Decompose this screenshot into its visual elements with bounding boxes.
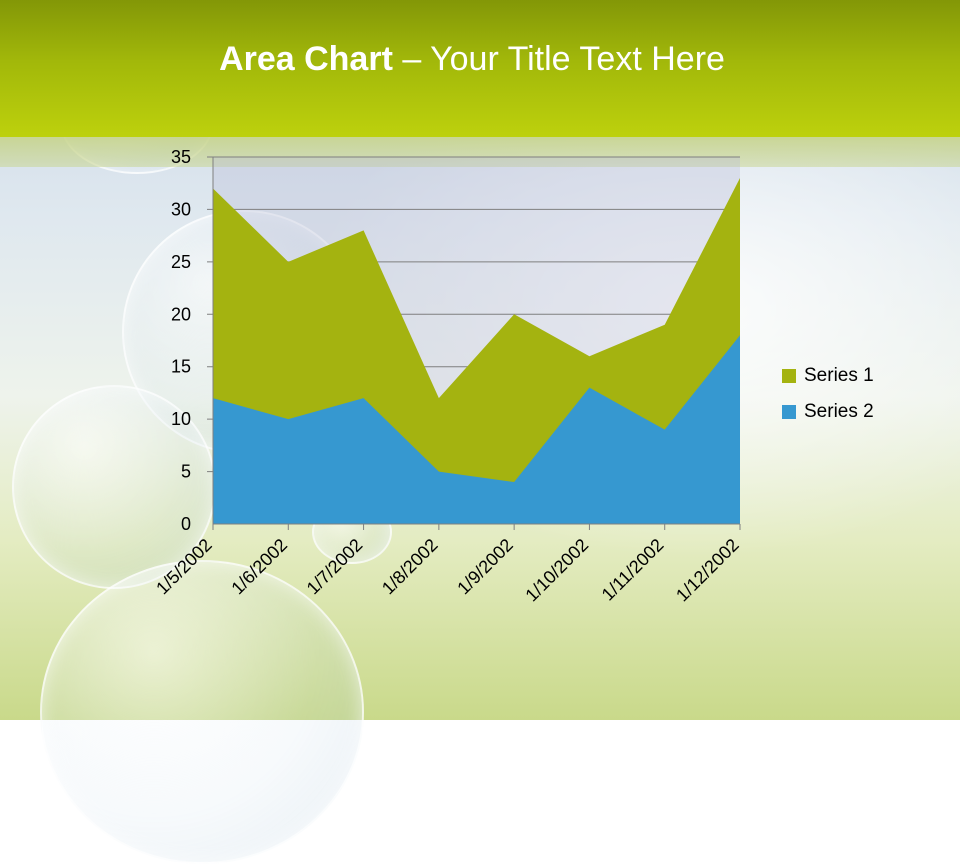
x-tick-label: 1/10/2002	[521, 535, 592, 606]
x-tick-label: 1/8/2002	[378, 535, 442, 599]
legend-label-series-2: Series 2	[804, 401, 874, 422]
slide-title-bold: Area Chart	[219, 40, 393, 78]
area-series	[213, 177, 740, 524]
x-tick-label: 1/11/2002	[598, 535, 668, 605]
y-tick-label: 35	[171, 147, 191, 167]
title-bar-strip	[0, 137, 960, 167]
x-tick-labels: 1/5/2002 1/6/2002 1/7/2002 1/8/2002 1/9/2002…	[152, 535, 743, 606]
y-tick-label: 15	[171, 357, 191, 377]
y-tick-label: 20	[171, 304, 191, 324]
title-bar	[0, 0, 960, 137]
y-tick-label: 25	[171, 252, 191, 272]
x-tick-label: 1/7/2002	[303, 535, 367, 599]
slide-title: Area Chart – Your Title Text Here	[0, 40, 944, 79]
legend-item-series-1: Series 1	[782, 358, 874, 394]
x-tick-label: 1/9/2002	[453, 535, 517, 599]
y-tick-labels: 0 5 10 15 20 25 30 35	[171, 147, 191, 534]
y-tick-label: 10	[171, 409, 191, 429]
x-tick-label: 1/12/2002	[672, 535, 743, 606]
slide-title-rest: – Your Title Text Here	[392, 40, 725, 78]
legend-swatch-series-1	[782, 369, 796, 383]
y-tick-label: 0	[181, 514, 191, 534]
x-tick-label: 1/5/2002	[152, 535, 216, 599]
chart-legend: Series 1 Series 2	[782, 358, 874, 430]
legend-item-series-2: Series 2	[782, 394, 874, 430]
area-series-2	[213, 335, 740, 524]
y-tick-label: 5	[181, 462, 191, 482]
legend-label-series-1: Series 1	[804, 365, 874, 386]
x-tick-label: 1/6/2002	[227, 535, 291, 599]
legend-swatch-series-2	[782, 405, 796, 419]
axes	[212, 157, 741, 530]
y-tick-label: 30	[171, 199, 191, 219]
